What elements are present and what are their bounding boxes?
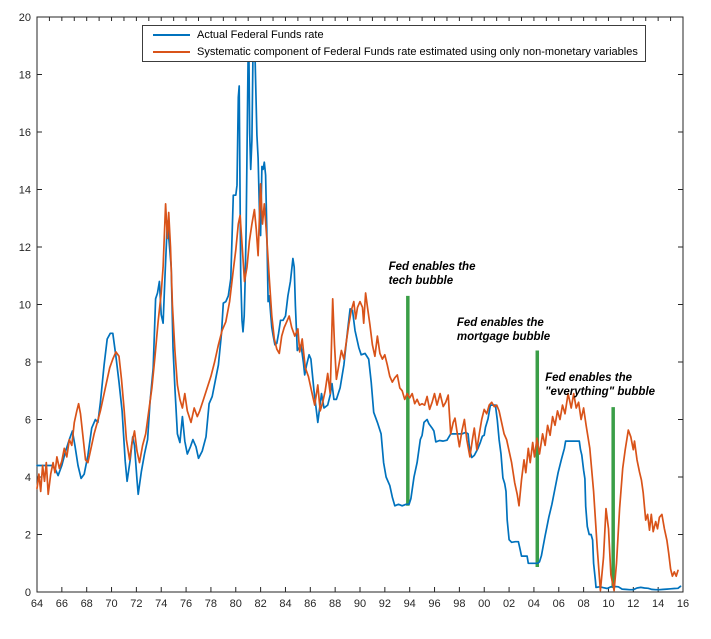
legend-label-systematic: Systematic component of Federal Funds ra… [197,45,638,58]
annotation-line: "everything" bubble [545,385,656,398]
legend-label-actual: Actual Federal Funds rate [197,29,324,42]
x-tick-label: 66 [56,598,68,610]
x-tick-label: 08 [577,598,589,610]
x-tick-label: 10 [602,598,614,610]
y-tick-label: 18 [19,70,31,82]
x-tick-label: 12 [627,598,639,610]
annotation-line: mortgage bubble [456,330,551,343]
x-tick-label: 92 [379,598,391,610]
annotation-line: Fed enables the [456,317,544,330]
annotation-line: Fed enables the [388,261,476,274]
x-tick-label: 80 [230,598,242,610]
x-tick-label: 90 [354,598,366,610]
series-line-actual-ffr [36,42,682,591]
legend-entry-actual: Actual Federal Funds rate [153,28,645,42]
legend-entry-systematic: Systematic component of Federal Funds ra… [153,45,645,59]
y-tick-label: 2 [25,530,31,542]
x-tick-label: 76 [180,598,192,610]
x-tick-label: 04 [528,598,540,610]
series-line-systematic-component [36,182,679,592]
x-tick-label: 14 [652,598,664,610]
x-tick-label: 64 [31,598,43,610]
x-tick-label: 78 [205,598,217,610]
x-tick-label: 98 [453,598,465,610]
annotation-mortgage-bubble: Fed enables the mortgage bubble [457,317,550,344]
y-tick-label: 6 [25,415,31,427]
legend: Actual Federal Funds rate Systematic com… [142,25,646,62]
annotation-everything-bubble: Fed enables the "everything" bubble [545,372,655,399]
x-tick-label: 06 [553,598,565,610]
annotation-tech-bubble: Fed enables the tech bubble [389,261,476,288]
annotation-line: Fed enables the [545,372,633,385]
legend-line-sample-systematic [153,50,190,53]
y-tick-label: 16 [19,127,31,139]
legend-line-sample-actual [153,34,190,37]
x-tick-label: 70 [105,598,117,610]
x-tick-label: 82 [254,598,266,610]
x-tick-label: 88 [329,598,341,610]
x-tick-label: 02 [503,598,515,610]
x-tick-label: 86 [304,598,316,610]
y-tick-label: 10 [19,300,31,312]
x-tick-label: 68 [81,598,93,610]
y-tick-label: 0 [25,587,31,599]
y-tick-label: 8 [25,357,31,369]
x-tick-label: 84 [279,598,291,610]
y-tick-label: 20 [19,12,31,24]
y-tick-label: 12 [19,242,31,254]
x-tick-label: 94 [404,598,416,610]
x-tick-label: 74 [155,598,167,610]
x-tick-label: 16 [677,598,689,610]
x-tick-label: 00 [478,598,490,610]
x-tick-label: 96 [428,598,440,610]
y-tick-label: 4 [25,472,31,484]
x-tick-label: 72 [130,598,142,610]
annotation-line: tech bubble [388,274,454,287]
y-tick-label: 14 [19,185,31,197]
